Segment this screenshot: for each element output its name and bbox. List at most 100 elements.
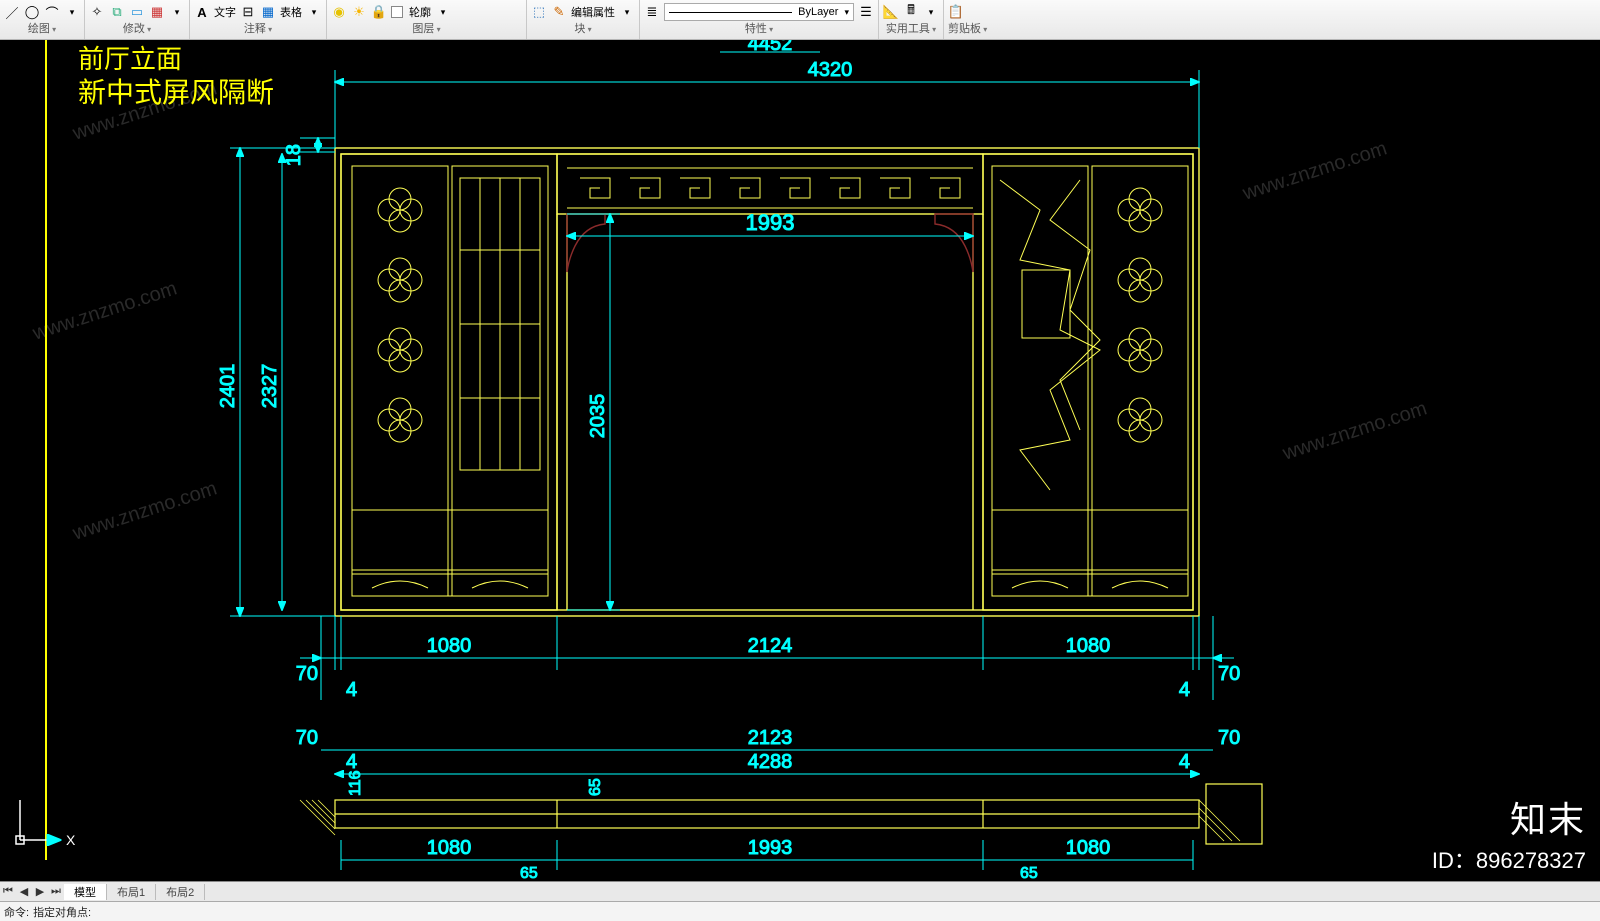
measure-icon[interactable]: 📐 [883,4,899,20]
ucs-x-label: X [66,832,76,848]
panel-util-label[interactable]: 实用工具 [883,22,939,38]
dim-w-opening: 1993 [746,210,795,235]
text-icon[interactable]: A [194,4,210,20]
bylayer-label: ByLayer [798,6,838,18]
command-line[interactable]: 命令: 指定对角点: [0,901,1600,921]
dim-b4: 1080 [1066,635,1111,657]
layer-current-name[interactable]: 轮廓 [409,4,431,20]
dim-s2: 1080 [1066,837,1111,859]
table-label: 表格 [280,4,302,20]
match-prop-icon[interactable]: ≣ [644,4,660,20]
table-icon[interactable]: ▦ [260,4,276,20]
dropdown-icon[interactable]: ▾ [306,4,322,20]
plan-dims: 70 4 2123 4 70 4288 116 65 1080 1993 108… [296,727,1241,881]
panel-prop-label[interactable]: 特性 [644,22,874,38]
panel-modify: ✧ ⧉ ▭ ▦ ▾ 修改 [85,0,190,39]
brand-id: ID：896278327 [1432,843,1586,875]
bulb-icon[interactable]: ◉ [331,4,347,20]
panel-draw-label[interactable]: 绘图 [4,22,80,38]
panel-layer: ◉ ☀ 🔒 轮廓 ▾ 图层 [327,0,527,39]
bylayer-dropdown[interactable]: ByLayer ▾ [664,3,854,21]
dim-overall-w: 4320 [808,59,853,81]
move-icon[interactable]: ✧ [89,4,105,20]
tab-nav-first[interactable]: ⏮ [0,885,16,898]
dropdown-icon[interactable]: ▾ [64,4,80,20]
calc-icon[interactable]: 🖩 [903,4,919,20]
panel-draw: ／ ◯ ⌒ ▾ 绘图 [0,0,85,39]
brand-name: 知末 [1432,791,1586,843]
dropdown-icon[interactable]: ▾ [435,4,451,20]
dim-p0: 70 [296,727,318,749]
line-icon[interactable]: ／ [4,4,20,20]
stretch-icon[interactable]: ▭ [129,4,145,20]
dropdown-icon[interactable]: ▾ [923,4,939,20]
panel-clip: 📋 剪贴板 [944,0,991,39]
left-pier-detail [352,166,548,596]
dim-b5: 4 [1179,679,1190,701]
tab-model[interactable]: 模型 [64,884,107,900]
sun-icon[interactable]: ☀ [351,4,367,20]
panel-annot: A 文字 ⊟ ▦ 表格 ▾ 注释 [190,0,327,39]
lintel-fret [567,168,973,208]
dim-pv1: 65 [587,778,604,796]
quatrefoil-pattern-right [1118,188,1162,442]
dim-pv0: 116 [347,770,364,796]
insert-block-icon[interactable]: ⬚ [531,4,547,20]
text-label: 文字 [214,4,236,20]
dim-s1: 1993 [748,837,793,859]
cad-drawing-svg: 前厅立面 新中式屏风隔断 [0,40,1600,881]
panel-block-label[interactable]: 块 [531,22,635,38]
circle-icon[interactable]: ◯ [24,4,40,20]
dropdown-icon[interactable]: ▾ [619,4,635,20]
dim-p4: 70 [1218,727,1240,749]
dim-s0: 1080 [427,837,472,859]
paste-icon[interactable]: 📋 [948,4,964,20]
drawing-title-top: 前厅立面 [78,44,182,74]
layer-color-icon[interactable] [391,6,403,18]
tab-nav-prev[interactable]: ◀ [16,885,32,898]
dim-h-opening: 2035 [587,394,609,439]
array-icon[interactable]: ▦ [149,4,165,20]
panel-clip-label[interactable]: 剪贴板 [948,22,987,38]
dim-icon[interactable]: ⊟ [240,4,256,20]
tab-layout2[interactable]: 布局2 [156,884,205,900]
panel-annot-label[interactable]: 注释 [194,22,322,38]
plan-section [300,784,1262,844]
panel-modify-label[interactable]: 修改 [89,22,185,38]
dim-plan-total: 4288 [748,751,793,773]
dim-b1: 4 [346,679,357,701]
tab-nav-last[interactable]: ⏭ [48,885,64,898]
dim-pv3: 65 [1020,865,1038,881]
panel-prop: ≣ ByLayer ▾ ☰ 特性 [640,0,879,39]
brand-watermark: 知末 ID：896278327 [1432,791,1586,875]
dim-18: 18 [283,144,305,166]
panel-block: ⬚ ✎ 编辑属性 ▾ 块 [527,0,640,39]
quatrefoil-pattern [378,188,422,442]
dim-h-inner: 2327 [259,364,281,409]
cad-canvas[interactable]: www.znzmo.com www.znzmo.com www.znzmo.co… [0,40,1600,881]
dim-b0: 70 [296,663,318,685]
dim-h-overall: 2401 [217,364,239,409]
list-icon[interactable]: ☰ [858,4,874,20]
dim-p3: 4 [1179,751,1190,773]
icecrack-pattern [1000,180,1100,490]
cmd-prompt: 命令: [4,904,29,920]
lock-icon[interactable]: 🔒 [371,4,387,20]
copy-icon[interactable]: ⧉ [109,4,125,20]
dim-p2: 2123 [748,727,793,749]
ribbon: ／ ◯ ⌒ ▾ 绘图 ✧ ⧉ ▭ ▦ ▾ 修改 A 文字 ⊟ ▦ 表格 ▾ 注释… [0,0,1600,40]
panel-util: 📐 🖩 ▾ 实用工具 [879,0,944,39]
tab-layout1[interactable]: 布局1 [107,884,156,900]
tab-nav-next[interactable]: ▶ [32,885,48,898]
panel-layer-label[interactable]: 图层 [331,22,522,38]
drawing-title: 新中式屏风隔断 [78,77,274,108]
dim-p1: 4 [346,751,357,773]
cmd-text: 指定对角点: [33,904,91,920]
dim-b6: 70 [1218,663,1240,685]
arc-icon[interactable]: ⌒ [44,4,60,20]
edit-attr-icon[interactable]: ✎ [551,4,567,20]
dim-top-clip: 4452 [748,40,793,55]
dropdown-icon[interactable]: ▾ [169,4,185,20]
edit-attr-label[interactable]: 编辑属性 [571,4,615,20]
dim-b3: 2124 [748,635,793,657]
